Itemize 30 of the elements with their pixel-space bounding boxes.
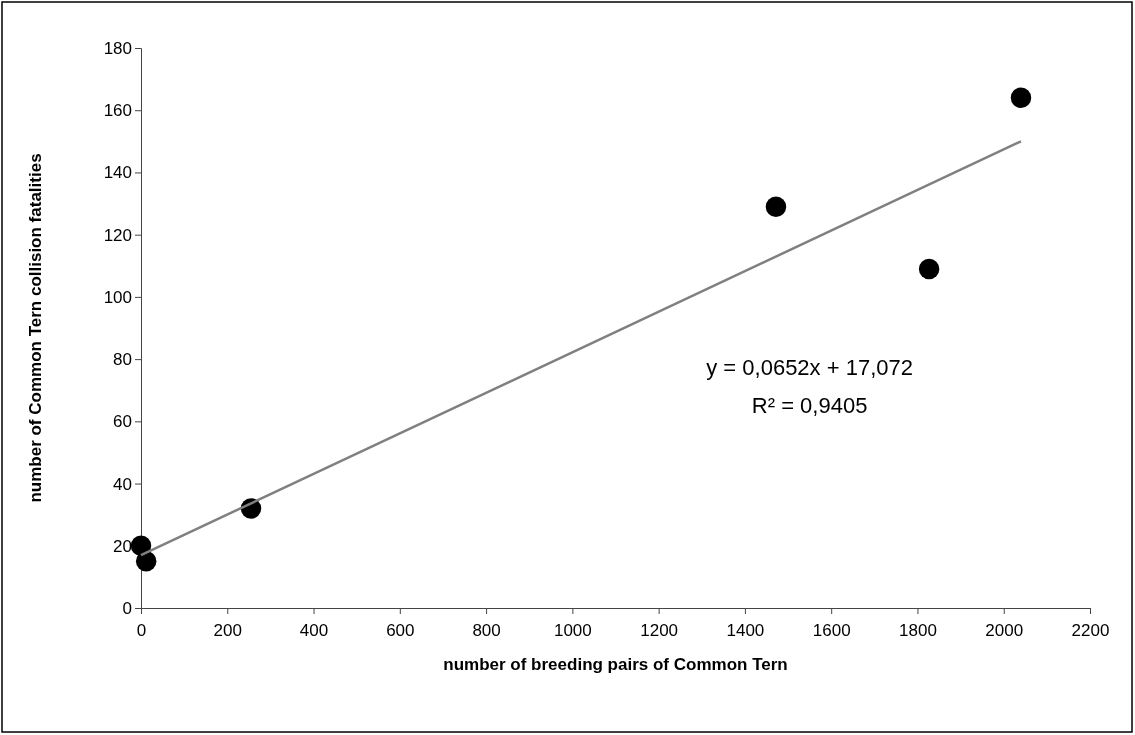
y-tick-label: 140 <box>103 163 132 183</box>
y-tick-label: 0 <box>122 598 132 618</box>
point <box>135 551 157 572</box>
y-tick-label: 60 <box>113 412 132 432</box>
y-tick-label: 100 <box>103 287 132 307</box>
y-tick-label: 40 <box>113 474 132 494</box>
x-tick-label: 400 <box>299 620 329 640</box>
x-tick-label: 1200 <box>640 620 679 640</box>
y-tick-label: 180 <box>103 38 132 58</box>
point <box>918 258 940 280</box>
x-tick-label: 2000 <box>985 620 1024 640</box>
x-tick-label: 200 <box>213 620 242 640</box>
x-tick-label: 1800 <box>899 620 937 640</box>
x-tick-label: 800 <box>472 620 501 640</box>
y-tick-label: 160 <box>103 101 132 121</box>
y-axis-title: number of Common Tern collision fatalities <box>26 153 45 503</box>
x-tick-label: 2200 <box>1071 620 1110 640</box>
y-tick-label: 80 <box>113 350 132 370</box>
point <box>765 196 787 217</box>
x-tick-label: 1000 <box>553 620 592 640</box>
x-tick-label: 1400 <box>726 620 765 640</box>
annotation: y = 0,0652x + 17,072 <box>706 354 913 380</box>
x-axis-title: number of breeding pairs of Common Tern <box>443 655 788 674</box>
x-tick-label: 600 <box>386 620 415 640</box>
annotation: R² = 0,9405 <box>751 392 868 418</box>
y-tick-label: 20 <box>113 536 132 556</box>
point <box>1010 87 1032 109</box>
y-tick-label: 120 <box>103 225 132 245</box>
x-tick-label: 1600 <box>812 620 851 640</box>
x-tick-label: 0 <box>136 620 147 640</box>
